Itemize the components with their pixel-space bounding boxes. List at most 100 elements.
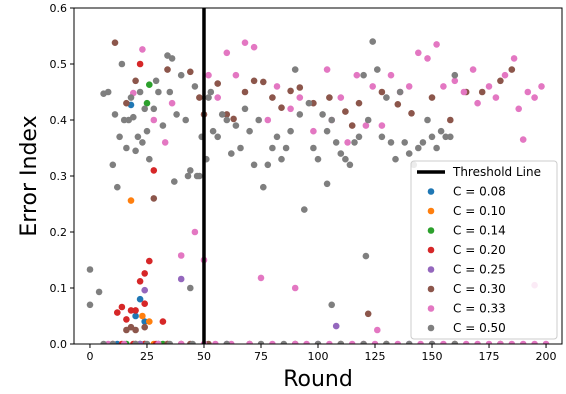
data-point — [241, 105, 249, 113]
y-tick-label: 0.6 — [50, 2, 68, 15]
data-point — [155, 340, 162, 344]
data-point — [447, 116, 454, 124]
data-point — [451, 340, 459, 344]
data-point — [143, 99, 151, 107]
data-point — [401, 139, 409, 146]
data-point — [332, 139, 340, 146]
data-point — [296, 111, 304, 118]
data-point — [146, 81, 153, 88]
data-point — [278, 155, 285, 163]
x-tick-label: 200 — [536, 350, 557, 363]
data-point — [519, 136, 527, 143]
data-point — [132, 340, 139, 344]
y-tick-label: 0.5 — [50, 58, 68, 71]
data-point — [348, 122, 356, 129]
data-point — [260, 78, 267, 86]
data-point — [344, 139, 351, 146]
data-point — [346, 161, 354, 169]
data-point — [114, 309, 121, 316]
data-point — [116, 133, 123, 141]
data-point — [348, 340, 356, 344]
data-point — [159, 122, 167, 129]
data-point — [332, 322, 340, 330]
data-point — [166, 88, 174, 96]
data-point — [371, 340, 379, 344]
data-point — [132, 77, 139, 85]
data-point — [141, 323, 148, 331]
data-point — [542, 340, 550, 344]
data-point — [508, 340, 516, 344]
data-point — [118, 303, 126, 311]
data-point — [187, 284, 194, 292]
data-point — [508, 66, 516, 73]
data-point — [497, 340, 504, 344]
data-point — [152, 77, 160, 85]
data-point — [269, 144, 276, 152]
data-point — [127, 197, 135, 204]
data-point — [515, 105, 522, 113]
y-tick-label: 0.1 — [50, 282, 68, 295]
data-point — [246, 127, 253, 135]
data-point — [177, 275, 185, 283]
data-point — [319, 111, 326, 118]
data-point — [419, 139, 427, 146]
data-point — [141, 270, 148, 277]
data-point — [424, 55, 431, 62]
data-point — [433, 41, 440, 48]
data-point — [141, 300, 148, 308]
data-point — [264, 161, 272, 169]
legend-label: C = 0.14 — [453, 224, 506, 238]
data-point — [264, 116, 272, 124]
legend-swatch — [427, 207, 435, 215]
data-point — [428, 94, 436, 101]
data-point — [168, 99, 176, 107]
data-point — [497, 77, 504, 85]
data-point — [118, 60, 126, 68]
data-point — [273, 133, 281, 141]
data-point — [328, 301, 336, 309]
data-point — [196, 94, 203, 101]
data-point — [132, 312, 139, 320]
data-point — [150, 167, 158, 174]
data-point — [378, 133, 386, 141]
series-7 — [86, 38, 459, 344]
data-point — [207, 88, 215, 96]
data-point — [123, 99, 130, 107]
data-point — [408, 110, 415, 117]
data-point — [184, 172, 192, 180]
data-point — [214, 80, 221, 87]
data-point — [360, 71, 367, 79]
legend-label: C = 0.10 — [453, 204, 506, 218]
data-point — [150, 116, 158, 124]
data-point — [141, 286, 148, 294]
data-point — [474, 340, 481, 344]
data-point — [111, 111, 119, 118]
data-point — [342, 108, 349, 115]
data-point — [387, 71, 395, 79]
data-point — [123, 144, 130, 152]
legend-label: C = 0.30 — [453, 282, 506, 296]
data-point — [109, 161, 117, 169]
data-point — [291, 340, 299, 344]
data-point — [383, 94, 390, 101]
data-point — [114, 183, 121, 191]
data-point — [159, 318, 167, 325]
data-point — [428, 133, 436, 141]
data-point — [428, 340, 436, 344]
data-point — [223, 49, 231, 57]
data-point — [177, 252, 185, 259]
data-point — [326, 94, 333, 101]
data-point — [492, 94, 500, 101]
data-point — [360, 340, 367, 344]
data-point — [260, 183, 267, 191]
data-point — [223, 116, 231, 124]
data-point — [485, 340, 493, 344]
data-point — [205, 94, 212, 101]
data-point — [369, 38, 377, 45]
data-point — [173, 111, 180, 118]
data-point — [362, 252, 370, 260]
data-point — [123, 316, 130, 323]
data-point — [447, 133, 454, 141]
data-point — [136, 295, 144, 303]
data-point — [519, 340, 527, 344]
